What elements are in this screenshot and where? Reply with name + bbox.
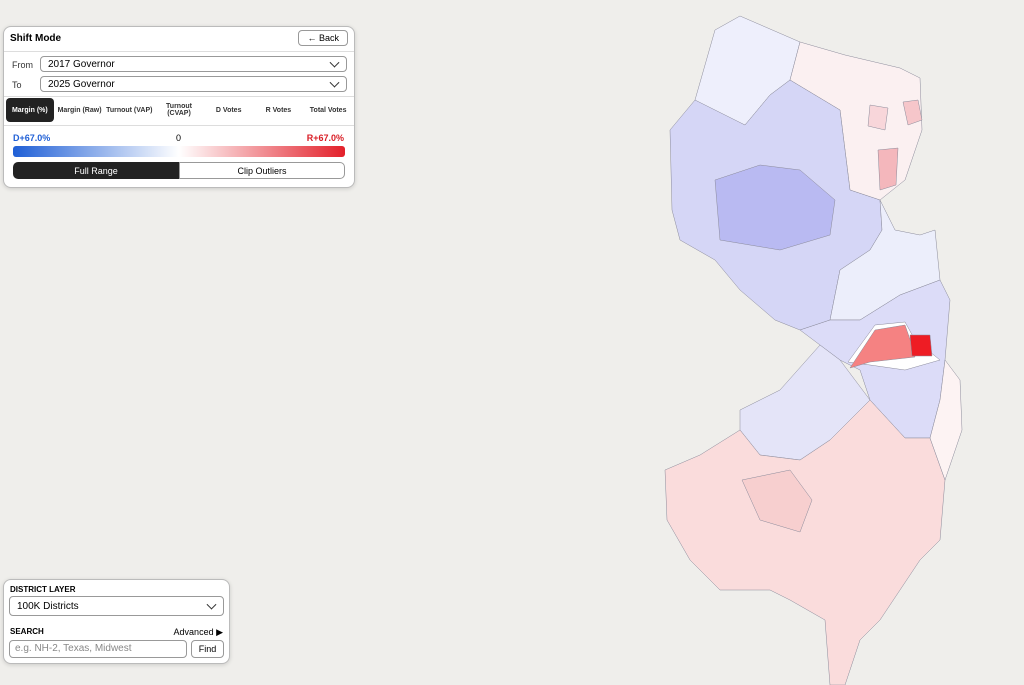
region[interactable] bbox=[909, 334, 933, 357]
metric-tab[interactable]: D Votes bbox=[215, 106, 242, 114]
from-select[interactable]: 2017 Governor bbox=[40, 56, 347, 72]
metric-tab[interactable]: Margin (Raw) bbox=[57, 106, 102, 114]
metric-tab[interactable]: R Votes bbox=[265, 106, 292, 114]
metric-tab[interactable]: Turnout (CVAP) bbox=[166, 103, 192, 117]
metric-tab[interactable]: Turnout (VAP) bbox=[106, 106, 153, 114]
metric-tab[interactable]: Margin (%) bbox=[6, 98, 54, 122]
region[interactable] bbox=[664, 399, 946, 685]
range-button[interactable]: Full Range bbox=[13, 162, 179, 179]
back-button[interactable]: ← Back bbox=[298, 30, 348, 46]
layer-select[interactable]: 100K Districts bbox=[9, 596, 224, 616]
search-label: SEARCH bbox=[10, 627, 44, 636]
range-button[interactable]: Clip Outliers bbox=[179, 162, 345, 179]
region[interactable] bbox=[929, 359, 963, 481]
to-select[interactable]: 2025 Governor bbox=[40, 76, 347, 92]
region[interactable] bbox=[867, 104, 889, 131]
legend-bar bbox=[13, 146, 345, 157]
region[interactable] bbox=[714, 164, 836, 251]
advanced-toggle[interactable]: Advanced ▶ bbox=[173, 627, 223, 637]
to-label: To bbox=[12, 80, 22, 90]
legend-right: R+67.0% bbox=[306, 133, 344, 143]
layer-panel: DISTRICT LAYER 100K Districts SEARCH Adv… bbox=[3, 579, 230, 664]
legend-left: D+67.0% bbox=[13, 133, 51, 143]
metric-tab[interactable]: Total Votes bbox=[309, 106, 347, 114]
region[interactable] bbox=[741, 469, 813, 533]
shift-panel: Shift Mode ← Back From 2017 Governor To … bbox=[3, 26, 355, 188]
legend-center: 0 bbox=[176, 133, 182, 143]
search-input[interactable]: e.g. NH-2, Texas, Midwest bbox=[9, 640, 187, 658]
region[interactable] bbox=[877, 147, 899, 191]
find-button[interactable]: Find bbox=[191, 640, 224, 658]
layer-label: DISTRICT LAYER bbox=[10, 585, 76, 594]
from-label: From bbox=[12, 60, 33, 70]
region[interactable] bbox=[902, 99, 923, 126]
panel-title: Shift Mode bbox=[10, 33, 62, 44]
